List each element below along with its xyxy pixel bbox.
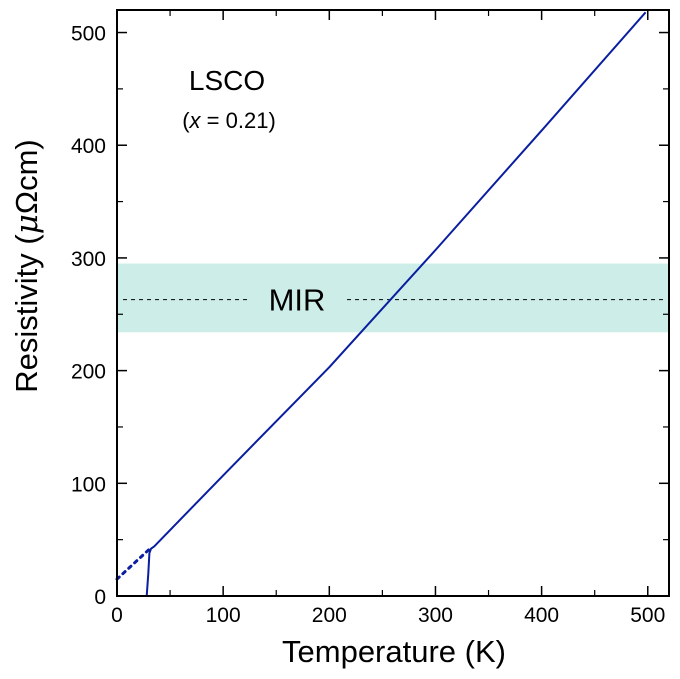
series-measured bbox=[145, 11, 647, 597]
plot-frame bbox=[116, 9, 670, 597]
y-tick-label: 400 bbox=[71, 135, 106, 158]
x-tick-label: 0 bbox=[111, 604, 123, 627]
y-tick-label: 300 bbox=[71, 248, 106, 271]
x-tick-label: 200 bbox=[312, 604, 347, 627]
x-tick-label: 400 bbox=[524, 604, 559, 627]
x-tick-label: 300 bbox=[418, 604, 453, 627]
material-label: LSCO bbox=[189, 65, 265, 96]
y-tick-label: 200 bbox=[71, 361, 106, 384]
mir-label: MIR bbox=[269, 283, 326, 318]
y-tick-label: 500 bbox=[71, 23, 106, 46]
y-tick-label: 100 bbox=[71, 473, 106, 496]
x-axis-title: Temperature (K) bbox=[282, 634, 506, 669]
x-tick-label: 100 bbox=[206, 604, 241, 627]
y-tick-label: 0 bbox=[94, 586, 106, 609]
doping-label: (x = 0.21) bbox=[182, 108, 276, 133]
series-extrapolation bbox=[115, 547, 152, 581]
x-tick-label: 500 bbox=[630, 604, 665, 627]
y-axis-title: Resistivity (μΩcm) bbox=[9, 139, 45, 392]
